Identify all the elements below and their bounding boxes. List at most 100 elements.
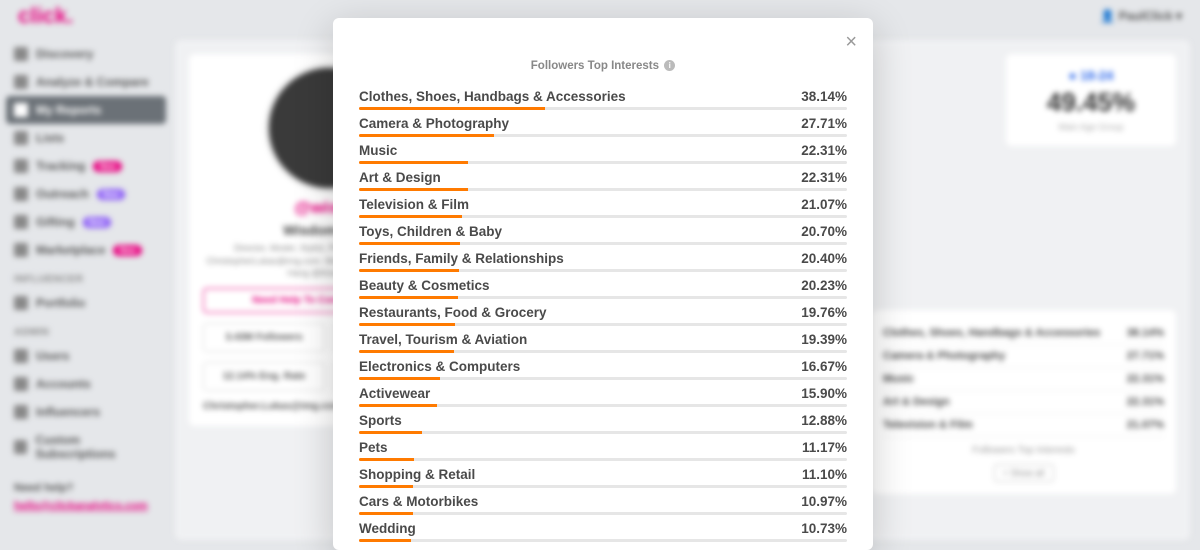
bg-interest-pct: 38.14% <box>1127 327 1164 339</box>
interest-pct: 11.10% <box>802 467 847 482</box>
interest-pct: 21.07% <box>801 197 847 212</box>
age-label: Main Age Group <box>1020 122 1162 132</box>
bg-interest-pct: 22.31% <box>1127 373 1164 385</box>
stat-eng: 12.14% Eng. Rate <box>203 362 325 391</box>
modal-title: Followers Top Interests i <box>333 18 873 84</box>
sidebar-item-custom-subscriptions[interactable]: Custom Subscriptions <box>6 426 166 468</box>
nav-sections: INFLUENCERPortfolioADMINUsersAccountsInf… <box>6 264 166 468</box>
sidebar-item-outreach[interactable]: OutreachNew <box>6 180 166 208</box>
interest-bar-bg <box>359 161 847 164</box>
interest-pct: 19.39% <box>801 332 847 347</box>
interest-row-top: Pets 11.17% <box>359 440 847 455</box>
sidebar-item-gifting[interactable]: GiftingNew <box>6 208 166 236</box>
interest-pct: 10.73% <box>801 521 847 536</box>
interest-row-top: Activewear 15.90% <box>359 386 847 401</box>
interest-row-top: Television & Film 21.07% <box>359 197 847 212</box>
sidebar-item-portfolio[interactable]: Portfolio <box>6 289 166 317</box>
sidebar-item-lists[interactable]: Lists <box>6 124 166 152</box>
interest-bar <box>359 377 440 380</box>
interest-row-top: Toys, Children & Baby 20.70% <box>359 224 847 239</box>
interest-label: Television & Film <box>359 197 469 212</box>
nav-label: Discovery <box>36 47 93 61</box>
bg-interest-row: Camera & Photography27.71% <box>883 345 1164 368</box>
interest-label: Restaurants, Food & Grocery <box>359 305 547 320</box>
nav-icon <box>14 243 28 257</box>
info-icon[interactable]: i <box>664 60 675 71</box>
interest-pct: 15.90% <box>801 386 847 401</box>
sidebar-item-analyze-compare[interactable]: Analyze & Compare <box>6 68 166 96</box>
interest-bar-bg <box>359 188 847 191</box>
interest-bar-bg <box>359 134 847 137</box>
sidebar-item-accounts[interactable]: Accounts <box>6 370 166 398</box>
interest-bar-bg <box>359 431 847 434</box>
close-icon[interactable]: × <box>845 32 857 52</box>
nav-label: Gifting <box>36 215 75 229</box>
age-pct: 49.45% <box>1020 87 1162 118</box>
nav-badge: New <box>97 189 125 200</box>
interest-row: Television & Film 21.07% <box>359 192 847 219</box>
bg-interest-row: Clothes, Shoes, Handbags & Accessories 38… <box>883 322 1164 345</box>
interest-bar <box>359 269 459 272</box>
interest-label: Wedding <box>359 521 416 536</box>
sidebar-item-tracking[interactable]: TrackingNew <box>6 152 166 180</box>
interest-label: Clothes, Shoes, Handbags & Accessories <box>359 89 626 104</box>
sidebar-item-influencers[interactable]: Influencers <box>6 398 166 426</box>
interest-row: Friends, Family & Relationships20.40% <box>359 246 847 273</box>
nav-icon <box>14 349 28 363</box>
logo[interactable]: click. <box>18 3 73 29</box>
sidebar-item-users[interactable]: Users <box>6 342 166 370</box>
interest-label: Sports <box>359 413 402 428</box>
interest-pct: 11.17% <box>802 440 847 455</box>
age-card: ● 18-24 49.45% Main Age Group <box>1006 54 1176 146</box>
interest-row: Cars & Motorbikes10.97% <box>359 489 847 516</box>
interest-row: Beauty & Cosmetics20.23% <box>359 273 847 300</box>
help-box: Need help? hello@clickanalytics.com <box>14 482 158 512</box>
modal-title-text: Followers Top Interests <box>531 60 659 72</box>
sidebar-item-marketplace[interactable]: MarketplaceNew <box>6 236 166 264</box>
interest-row: Wedding 10.73% <box>359 516 847 543</box>
nav-label: My Reports <box>36 103 101 117</box>
interest-bar <box>359 512 413 515</box>
interest-row: Clothes, Shoes, Handbags & Accessories 38… <box>359 84 847 111</box>
nav-badge: New <box>93 161 121 172</box>
interest-row: Pets 11.17% <box>359 435 847 462</box>
help-link[interactable]: hello@clickanalytics.com <box>14 500 158 512</box>
bg-interest-label: Clothes, Shoes, Handbags & Accessories <box>883 327 1100 339</box>
nav-icon <box>14 103 28 117</box>
sidebar: Discovery Analyze & Compare My Reports List… <box>6 40 166 512</box>
interest-bar-bg <box>359 458 847 461</box>
modal-interest-list: Clothes, Shoes, Handbags & Accessories 38… <box>333 84 873 543</box>
interest-label: Pets <box>359 440 388 455</box>
interest-label: Activewear <box>359 386 430 401</box>
nav-section-title: INFLUENCER <box>6 264 166 289</box>
interest-row: Travel, Tourism & Aviation 19.39% <box>359 327 847 354</box>
nav-label: Accounts <box>36 377 91 391</box>
nav-icon <box>14 377 28 391</box>
help-title: Need help? <box>14 482 158 494</box>
interest-row: Art & Design22.31% <box>359 165 847 192</box>
interest-row-top: Shopping & Retail11.10% <box>359 467 847 482</box>
nav-icon <box>14 296 28 310</box>
interest-pct: 38.14% <box>801 89 847 104</box>
sidebar-item-my-reports[interactable]: My Reports <box>6 96 166 124</box>
user-label: PaulClick <box>1119 9 1173 23</box>
interest-row-top: Camera & Photography27.71% <box>359 116 847 131</box>
bg-interest-label: Music <box>883 373 914 385</box>
interests-modal: × Followers Top Interests i Clothes, Sho… <box>333 18 873 550</box>
interest-label: Travel, Tourism & Aviation <box>359 332 527 347</box>
nav-icon <box>14 159 28 173</box>
interest-pct: 20.70% <box>801 224 847 239</box>
nav-icon <box>14 131 28 145</box>
user-menu[interactable]: 👤 PaulClick ▾ <box>1100 9 1182 23</box>
interest-bar <box>359 242 460 245</box>
stat-followers: 3.43M Followers <box>203 323 325 352</box>
interest-label: Toys, Children & Baby <box>359 224 502 239</box>
nav-icon <box>14 187 28 201</box>
sidebar-item-discovery[interactable]: Discovery <box>6 40 166 68</box>
show-all-button[interactable]: + Show all <box>994 464 1054 482</box>
app-root: click. 👤 PaulClick ▾ Discovery Analyze & … <box>0 0 1200 550</box>
interest-pct: 16.67% <box>801 359 847 374</box>
interest-label: Beauty & Cosmetics <box>359 278 490 293</box>
bg-interest-row: Art & Design22.31% <box>883 391 1164 414</box>
interest-label: Friends, Family & Relationships <box>359 251 564 266</box>
